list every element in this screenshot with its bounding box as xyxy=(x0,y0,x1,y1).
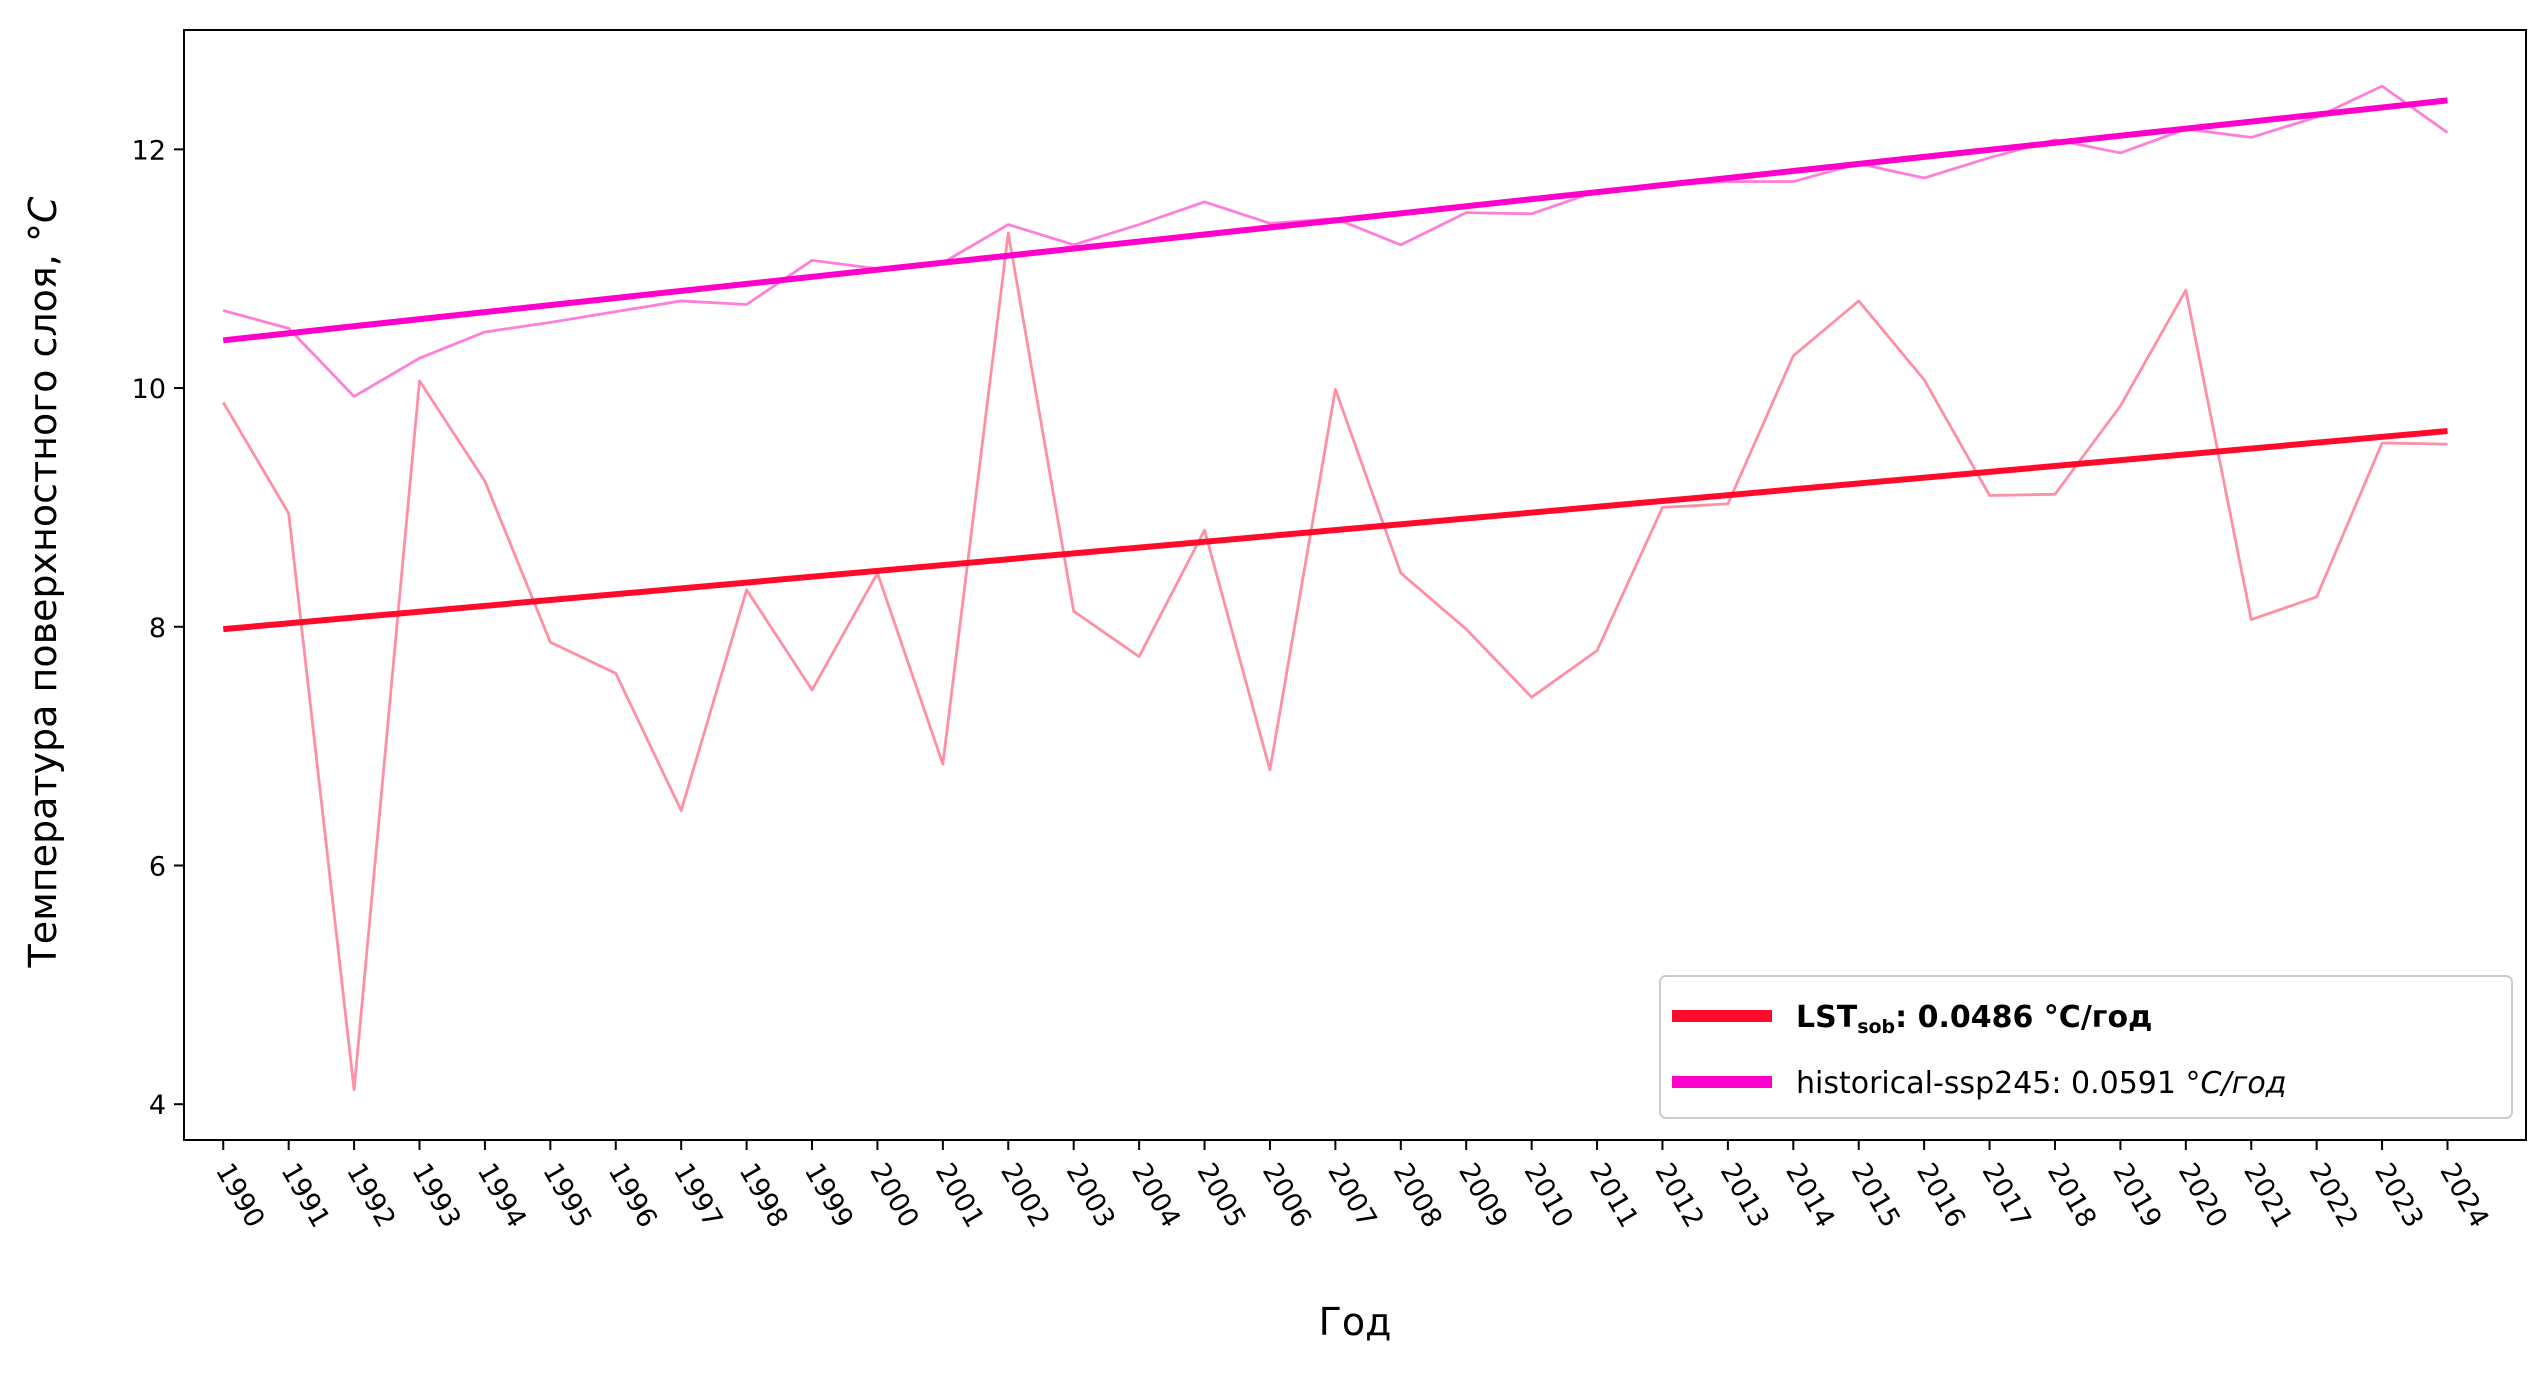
legend-label-lstsob-rest: : 0.0486 °C/год xyxy=(1895,1000,2152,1035)
legend-label-ssp245: historical-ssp245: 0.0591 °C/год xyxy=(1796,1066,2286,1101)
x-tick-label: 1996 xyxy=(602,1158,663,1233)
x-tick-label: 1999 xyxy=(798,1158,859,1233)
y-axis-title: Температура поверхностного слоя, °C xyxy=(21,196,65,968)
x-tick-label: 2013 xyxy=(1714,1158,1775,1233)
data-lines xyxy=(222,84,2449,1092)
x-tick-label: 2017 xyxy=(1976,1158,2037,1233)
x-tick-label: 2015 xyxy=(1845,1158,1906,1233)
x-tick-label: 1991 xyxy=(275,1158,336,1233)
x-tick-label: 2007 xyxy=(1321,1158,1382,1233)
x-axis-title: Год xyxy=(1319,1300,1392,1344)
legend-label-lstsob-sub: sob xyxy=(1857,1016,1895,1038)
y-axis-title-text: Температура поверхностного слоя, ° xyxy=(21,223,65,968)
trend-line-historical-ssp245 xyxy=(222,97,2448,344)
legend: LSTsob: 0.0486 °C/год historical-ssp245:… xyxy=(1659,975,2513,1119)
x-tick-label: 2024 xyxy=(2433,1158,2494,1233)
x-tick-label: 2022 xyxy=(2303,1158,2364,1233)
x-tick-label: 2018 xyxy=(2041,1158,2102,1233)
x-tick-label: 1995 xyxy=(536,1158,597,1233)
y-axis-title-unit: C xyxy=(21,196,65,223)
x-tick-label: 2023 xyxy=(2368,1158,2429,1233)
trend-line-lstsob xyxy=(222,428,2448,633)
x-tick-label: 2001 xyxy=(929,1158,990,1233)
x-tick-label: 2010 xyxy=(1518,1158,1579,1233)
y-tick-label: 8 xyxy=(149,613,166,644)
x-tick-label: 2014 xyxy=(1779,1158,1840,1233)
x-tick-label: 2005 xyxy=(1190,1158,1251,1233)
legend-label-lstsob-main: LST xyxy=(1796,1000,1858,1035)
x-tick-label: 2004 xyxy=(1125,1158,1186,1233)
x-tick-label: 2003 xyxy=(1060,1158,1121,1233)
y-tick-label: 4 xyxy=(149,1090,166,1121)
x-tick-label: 1994 xyxy=(471,1158,532,1233)
x-tick-label: 2016 xyxy=(1910,1158,1971,1233)
x-tick-label: 2019 xyxy=(2106,1158,2167,1233)
series-line-lstsob xyxy=(222,231,2448,1092)
x-tick-label: 1992 xyxy=(340,1158,401,1233)
legend-label-ssp245-unit: C/год xyxy=(2201,1066,2287,1101)
x-tick-label: 1990 xyxy=(209,1158,270,1233)
y-tick-label: 6 xyxy=(149,851,166,882)
plot-frame xyxy=(183,29,2527,1141)
x-tick-label: 2012 xyxy=(1648,1158,1709,1233)
x-tick-label: 2009 xyxy=(1452,1158,1513,1233)
legend-label-ssp245-text: historical-ssp245: 0.0591 ° xyxy=(1796,1066,2201,1101)
legend-box xyxy=(1659,975,2513,1119)
y-tick-label: 12 xyxy=(132,135,166,166)
x-tick-label: 2011 xyxy=(1583,1158,1644,1233)
x-tick-label: 2008 xyxy=(1387,1158,1448,1233)
x-tick-label: 2006 xyxy=(1256,1158,1317,1233)
series-line-historical-ssp245 xyxy=(222,84,2449,398)
y-tick-label: 10 xyxy=(132,374,166,405)
x-tick-label: 1997 xyxy=(667,1158,728,1233)
x-tick-label: 2020 xyxy=(2172,1158,2233,1233)
x-tick-label: 2021 xyxy=(2237,1158,2298,1233)
x-tick-label: 1998 xyxy=(733,1158,794,1233)
legend-label-lstsob: LSTsob: 0.0486 °C/год xyxy=(1796,1000,2152,1038)
x-tick-label: 2000 xyxy=(863,1158,924,1233)
x-tick-label: 2002 xyxy=(994,1158,1055,1233)
x-tick-label: 1993 xyxy=(405,1158,466,1233)
